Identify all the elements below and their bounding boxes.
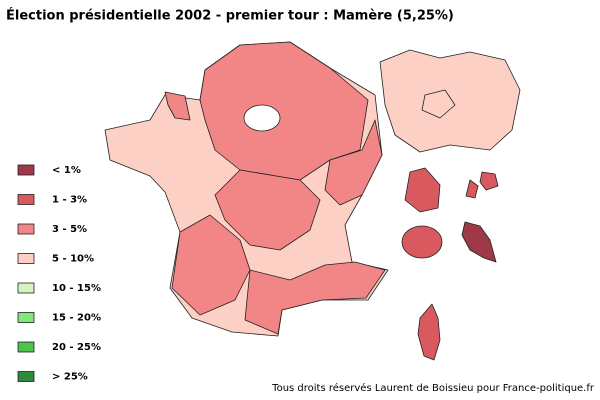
region — [171, 214, 251, 316]
corsica — [417, 303, 441, 361]
legend-swatch — [17, 341, 35, 353]
legend-swatch — [17, 371, 35, 382]
paris-inset — [421, 89, 456, 119]
legend-swatch — [17, 312, 35, 323]
region — [324, 119, 383, 206]
legend-label: 5 - 10% — [52, 254, 94, 265]
legend-label: 15 - 20% — [52, 313, 101, 324]
legend-label: 1 - 3% — [52, 195, 87, 206]
legend-label: 10 - 15% — [52, 283, 101, 294]
legend-swatch — [17, 194, 35, 205]
region — [164, 91, 191, 121]
mayotte — [465, 179, 479, 199]
reunion — [401, 225, 443, 259]
legend-swatch — [17, 253, 35, 264]
legend-swatch — [17, 164, 35, 176]
saint-pierre — [479, 171, 499, 191]
legend-label: 3 - 5% — [52, 224, 87, 235]
legend: < 1% 1 - 3% 3 - 5% 5 - 10% 10 - 15% 15 - 20% 2… — [17, 164, 101, 383]
martinique — [461, 221, 497, 263]
paris-hole — [243, 104, 281, 132]
region — [244, 261, 386, 335]
legend-label: > 25% — [52, 372, 88, 383]
legend-label: < 1% — [52, 165, 81, 176]
title: Élection présidentielle 2002 - premier t… — [6, 8, 454, 24]
guadeloupe — [404, 167, 441, 213]
legend-swatch — [17, 223, 35, 235]
legend-swatch — [17, 282, 35, 294]
region — [214, 169, 321, 251]
legend-label: 20 - 25% — [52, 342, 101, 353]
credit: Tous droits réservés Laurent de Boissieu… — [271, 382, 595, 394]
